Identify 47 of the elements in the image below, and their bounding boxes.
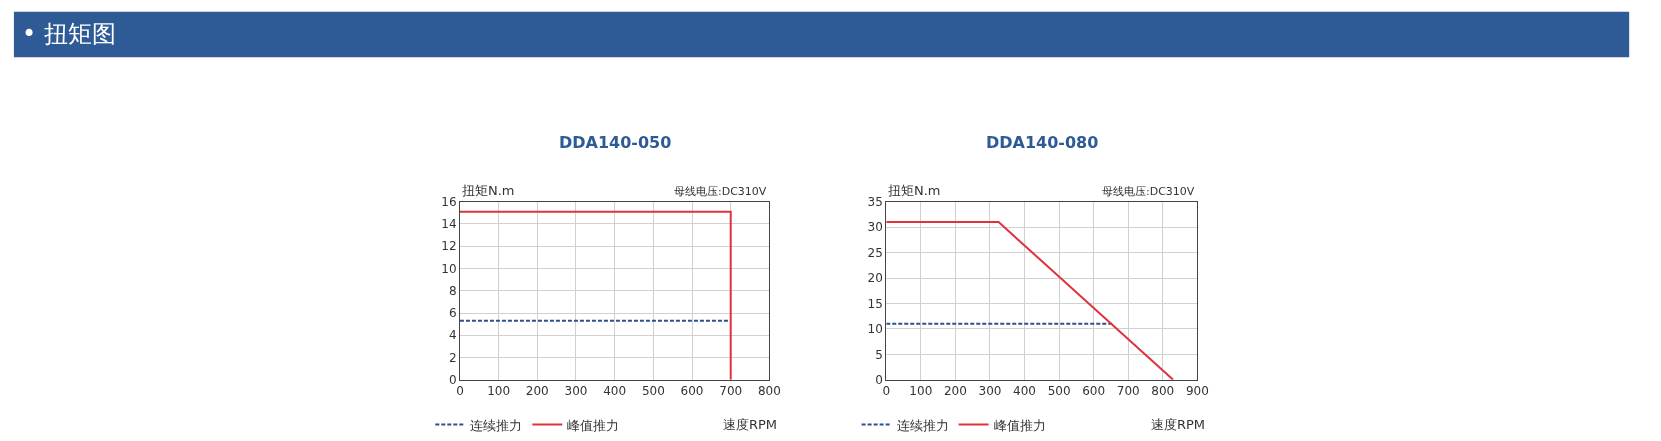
- x-tick-label: 800: [757, 384, 781, 399]
- text: • 扭矩图: [22, 20, 116, 48]
- legend-label: 连续推力: [896, 417, 949, 433]
- y-tick-label: 20: [867, 271, 883, 286]
- x-tick-label: 800: [1151, 384, 1175, 399]
- x-tick-label: 900: [1185, 384, 1209, 399]
- y-tick-label: 35: [867, 194, 883, 209]
- y-tick-label: 0: [448, 372, 457, 387]
- y-tick-label: 5: [875, 347, 883, 362]
- x-tick-label: 400: [603, 384, 627, 399]
- x-tick-label: 300: [978, 384, 1002, 399]
- text: 母线电压:DC310V: [1102, 185, 1195, 198]
- y-tick-label: 8: [448, 283, 457, 298]
- text: 母线电压:DC310V: [674, 185, 767, 198]
- y-tick-label: 10: [441, 261, 457, 276]
- x-tick-label: 100: [909, 384, 933, 399]
- y-axis-title: 扭矩N.m: [888, 183, 941, 198]
- y-tick-label: 10: [867, 322, 883, 337]
- y-tick-label: 25: [867, 245, 883, 260]
- x-tick-label: 300: [564, 384, 588, 399]
- y-tick-label: 30: [867, 220, 883, 235]
- x-tick-label: 200: [943, 384, 967, 399]
- y-tick-label: 2: [448, 350, 457, 365]
- y-tick-label: 14: [441, 217, 457, 232]
- x-tick-label: 200: [525, 384, 549, 399]
- chart-title: DDA140-050: [559, 133, 672, 152]
- x-tick-label: 500: [641, 384, 665, 399]
- x-tick-label: 500: [1047, 384, 1071, 399]
- x-axis-title: 速度RPM: [1151, 417, 1206, 432]
- x-axis-title: 速度RPM: [723, 417, 778, 432]
- y-tick-label: 15: [867, 296, 883, 311]
- x-tick-label: 100: [487, 384, 511, 399]
- x-tick-label: 700: [719, 384, 743, 399]
- x-tick-label: 400: [1013, 384, 1036, 399]
- y-tick-label: 6: [448, 306, 457, 321]
- y-tick-label: 16: [441, 194, 457, 209]
- x-tick-label: 700: [1116, 384, 1140, 399]
- y-tick-label: 4: [448, 328, 457, 343]
- y-tick-label: 12: [441, 239, 457, 254]
- legend-label: 峰值推力: [567, 417, 620, 433]
- y-axis-title: 扭矩N.m: [462, 183, 515, 198]
- legend-label: 连续推力: [470, 417, 523, 433]
- x-tick-label: 600: [1082, 384, 1106, 399]
- x-tick-label: 600: [680, 384, 704, 399]
- legend-label: 峰值推力: [993, 417, 1046, 433]
- y-tick-label: 0: [875, 372, 883, 387]
- chart-title: DDA140-080: [986, 133, 1099, 152]
